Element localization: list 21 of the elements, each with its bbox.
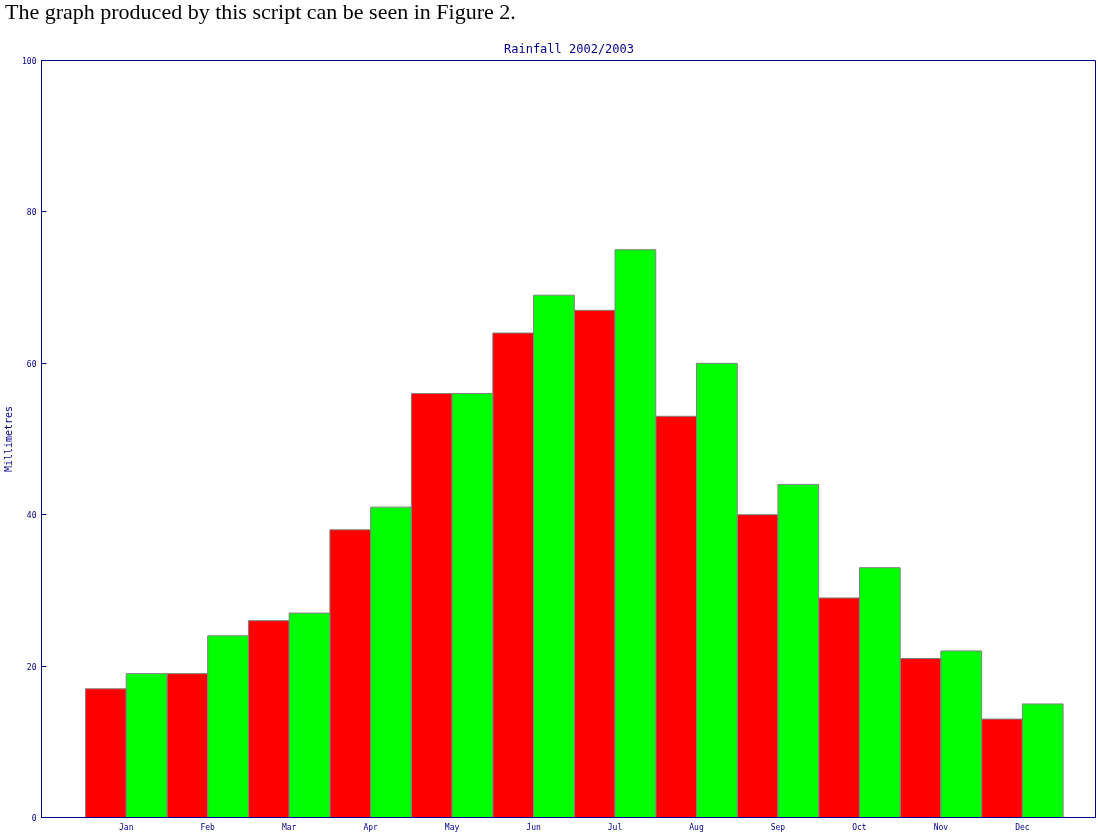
x-tick-label: Jan (119, 822, 134, 832)
x-tick-label: Oct (852, 822, 867, 832)
x-tick-label: May (444, 822, 460, 832)
y-axis-title: Millimetres (3, 405, 15, 473)
x-tick-label: Sep (770, 822, 786, 832)
y-tick-label: 80 (26, 208, 37, 218)
chart-title: Rainfall 2002/2003 (503, 41, 635, 56)
x-tick-label: Jun (526, 822, 541, 832)
x-tick-label: Jul (607, 822, 623, 832)
text: The graph produced by this script can be seen in Figure 2. (5, 0, 516, 24)
y-tick-label: 60 (26, 359, 37, 369)
x-tick-label: Mar (281, 822, 297, 832)
y-tick-label: 0 (31, 814, 37, 823)
x-tick-label: Dec (1015, 822, 1030, 832)
x-tick-label: Feb (200, 822, 216, 832)
y-tick-label: 40 (26, 511, 37, 521)
y-tick-label: 20 (26, 662, 37, 672)
x-tick-label: Aug (689, 822, 704, 832)
x-tick-label: Nov (933, 822, 949, 832)
y-tick-label: 100 (22, 57, 37, 66)
x-tick-label: Apr (363, 822, 379, 832)
